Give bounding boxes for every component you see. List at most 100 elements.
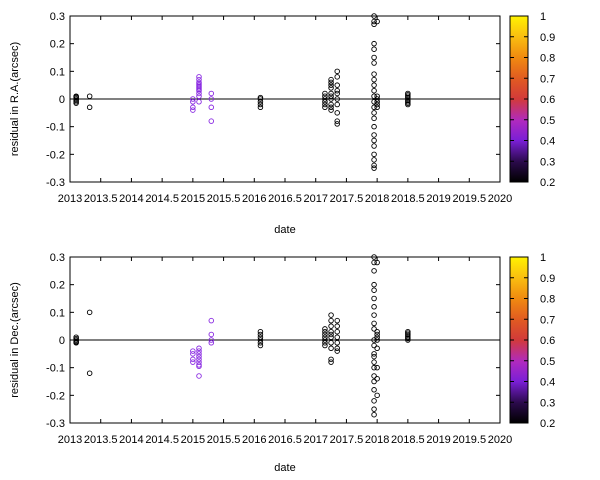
colorbar-tick-label: 0.4 (540, 136, 555, 148)
data-point (371, 364, 377, 371)
data-point (328, 340, 334, 346)
y-tick-label: -0.3 (46, 418, 65, 430)
y-axis-label: residual in Dec.(arcsec) (9, 282, 21, 398)
data-point (371, 281, 377, 288)
data-point (86, 93, 93, 99)
data-point (334, 340, 340, 346)
data-point (374, 364, 380, 371)
colorbar-tick-label: 0.6 (540, 94, 555, 106)
data-point (371, 398, 377, 404)
data-point (405, 330, 411, 336)
data-points (73, 13, 411, 171)
data-point (196, 345, 202, 352)
data-point (334, 101, 340, 108)
x-tick-label: 2017 (303, 434, 327, 446)
data-point (190, 359, 196, 365)
data-point (73, 94, 79, 100)
data-point (257, 101, 264, 108)
data-point (196, 81, 202, 87)
data-point (322, 337, 328, 343)
colorbar-tick-label: 0.5 (540, 115, 555, 127)
colorbar-tick-label: 0.4 (540, 377, 555, 389)
colorbar: 1 0.9 0.8 0.7 0.6 0.5 0.4 0.3 0.2 (509, 252, 555, 430)
data-point (374, 104, 380, 111)
colorbar-tick-label: 1 (540, 11, 546, 23)
data-point (196, 74, 202, 80)
data-point (322, 90, 328, 97)
x-tick-label: 2017.5 (330, 434, 364, 446)
data-point (196, 348, 202, 354)
x-tick-label: 2017 (303, 193, 327, 205)
data-point (371, 268, 377, 274)
x-tick-label: 2016 (242, 193, 266, 205)
x-axis-label: date (274, 224, 295, 236)
data-point (208, 317, 215, 324)
data-point (86, 309, 93, 316)
data-point (371, 378, 377, 385)
data-point (328, 317, 334, 324)
data-point (371, 123, 377, 130)
data-point (371, 326, 377, 332)
data-point (73, 100, 79, 106)
data-point (196, 93, 202, 99)
data-point (374, 328, 380, 335)
x-tick-label: 2015.5 (207, 193, 241, 205)
data-point (374, 99, 380, 105)
data-point (328, 90, 334, 97)
x-tick-label: 2016.5 (268, 434, 302, 446)
data-point (371, 304, 377, 310)
data-point (334, 323, 340, 329)
colorbar-tick-label: 0.9 (540, 273, 555, 285)
colorbar-tick-label: 0.8 (540, 53, 555, 65)
data-point (334, 96, 340, 102)
data-point (328, 76, 334, 83)
data-point (328, 93, 334, 99)
colorbar-tick-label: 0.3 (540, 156, 555, 168)
data-point (322, 99, 328, 105)
data-point (405, 92, 411, 98)
data-point (371, 132, 377, 138)
data-point (371, 295, 377, 302)
data-point (257, 340, 264, 346)
data-point (371, 406, 377, 412)
data-point (208, 96, 215, 102)
data-point (371, 104, 377, 111)
colorbar-tick-label: 1 (540, 252, 546, 264)
data-point (208, 331, 215, 338)
data-point (371, 93, 377, 99)
data-point (334, 118, 340, 124)
data-point (190, 351, 196, 357)
data-point (196, 373, 202, 379)
data-point (86, 104, 93, 111)
data-point (196, 363, 202, 370)
x-tick-label: 2013 (58, 193, 82, 205)
data-point (257, 99, 264, 105)
data-point (374, 375, 380, 382)
x-tick-label: 2019.5 (452, 434, 486, 446)
data-point (196, 86, 202, 93)
y-tick-label: 0.1 (50, 66, 65, 78)
data-point (374, 259, 380, 266)
data-point (328, 331, 334, 338)
data-point (328, 334, 334, 340)
x-tick-label: 2015.5 (207, 434, 241, 446)
data-point (86, 370, 93, 376)
data-point (328, 356, 334, 363)
data-point (322, 326, 328, 332)
data-point (374, 334, 380, 340)
data-point (328, 101, 334, 108)
x-tick-labels: 2013 2013.5 2014 2014.5 2015 2015.5 2016 2016.5… (58, 193, 512, 205)
y-tick-label: 0.3 (50, 11, 65, 23)
data-point (334, 74, 340, 80)
data-point (334, 345, 340, 352)
data-point (322, 96, 328, 102)
y-tick-label: -0.2 (46, 390, 65, 402)
colorbar-ticks: 1 0.9 0.8 0.7 0.6 0.5 0.4 0.3 0.2 (510, 11, 555, 189)
data-point (328, 104, 334, 111)
colorbar-tick-label: 0.7 (540, 73, 555, 85)
data-point (257, 337, 264, 343)
data-point (374, 331, 380, 338)
data-point (371, 151, 377, 158)
data-point (405, 94, 411, 101)
colorbar-tick-label: 0.3 (540, 397, 555, 409)
